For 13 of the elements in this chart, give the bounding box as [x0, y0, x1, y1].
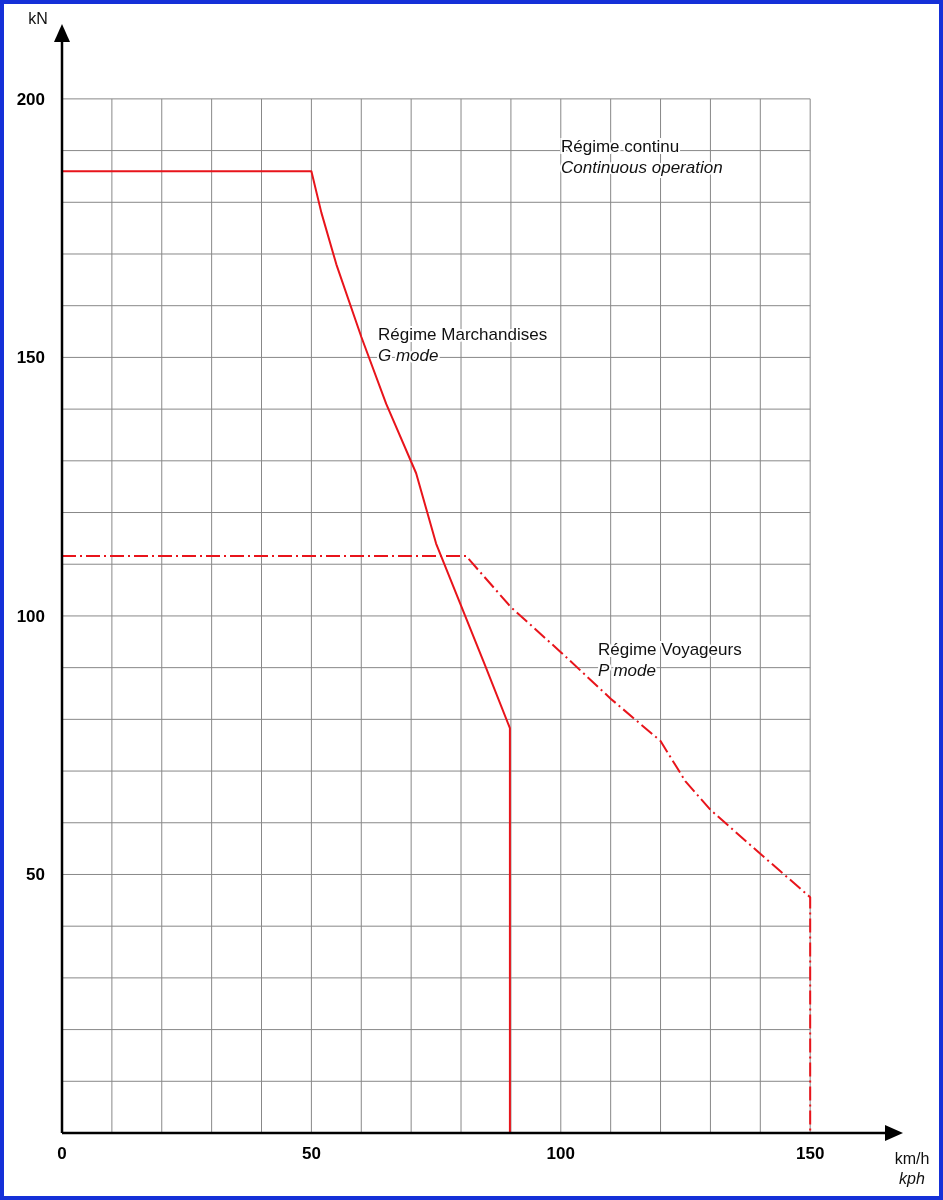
y-axis-title: kN — [28, 10, 48, 27]
y-tick-label: 100 — [16, 606, 45, 626]
series-label: Régime Marchandises G mode — [378, 325, 548, 366]
x-tick-label: 100 — [546, 1144, 575, 1163]
x-tick-label: 0 — [57, 1144, 67, 1163]
x-tick-label: 50 — [301, 1144, 321, 1163]
series-label: Régime Voyageurs P mode — [598, 640, 742, 681]
x-axis-title: km/h kph — [894, 1150, 930, 1187]
annotation: Régime continu Continuous operation — [561, 137, 723, 178]
y-tick-label: 50 — [26, 865, 45, 885]
y-tick-label: 200 — [16, 89, 45, 109]
y-tick-label: 150 — [16, 348, 45, 368]
x-tick-label: 150 — [795, 1144, 825, 1163]
